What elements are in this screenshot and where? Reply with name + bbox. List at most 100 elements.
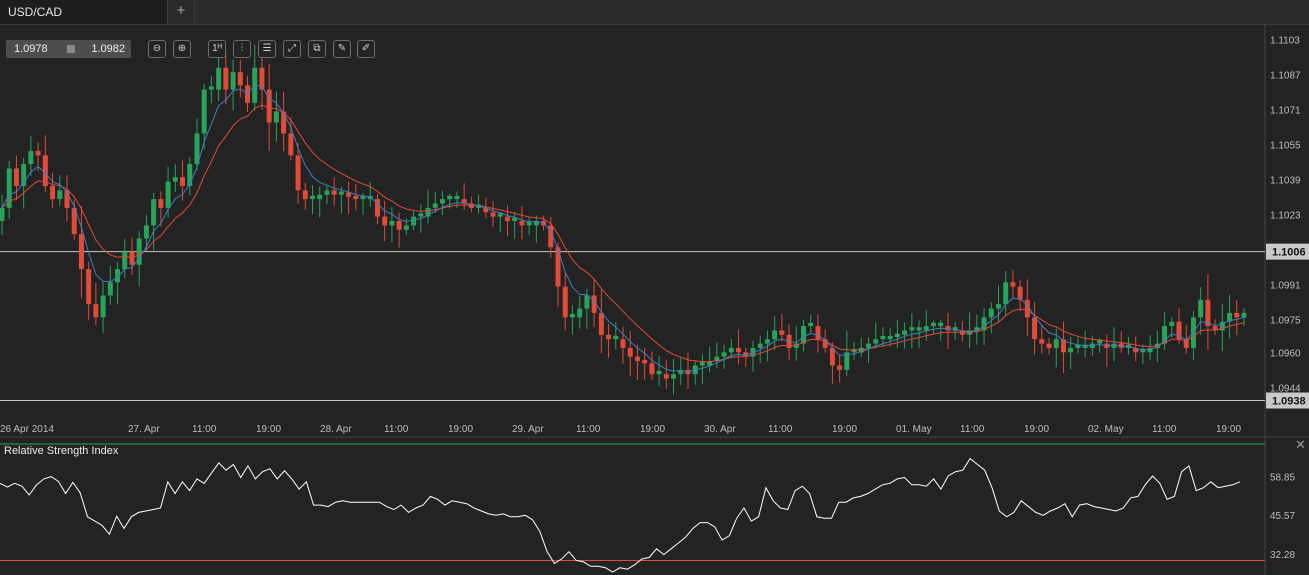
candle[interactable] bbox=[1032, 301, 1038, 355]
candle[interactable] bbox=[1039, 325, 1045, 354]
candle[interactable] bbox=[346, 181, 352, 215]
candle[interactable] bbox=[1068, 336, 1074, 370]
candle[interactable] bbox=[526, 217, 532, 235]
zoom-out-icon[interactable]: ⊖ bbox=[148, 40, 166, 58]
candle[interactable] bbox=[995, 285, 1001, 322]
candle[interactable] bbox=[1082, 330, 1088, 358]
candle[interactable] bbox=[736, 329, 742, 365]
timeframe-icon[interactable]: 1ᴴ bbox=[208, 40, 226, 58]
candle[interactable] bbox=[743, 347, 749, 367]
candle[interactable] bbox=[230, 59, 236, 111]
candle[interactable] bbox=[389, 206, 395, 243]
candle[interactable] bbox=[129, 237, 135, 276]
candle[interactable] bbox=[844, 330, 850, 377]
candle[interactable] bbox=[772, 316, 778, 350]
candle[interactable] bbox=[396, 212, 402, 248]
candle[interactable] bbox=[858, 337, 864, 358]
candle[interactable] bbox=[988, 302, 994, 334]
candle[interactable] bbox=[519, 206, 525, 240]
candle[interactable] bbox=[728, 338, 734, 358]
candle[interactable] bbox=[107, 265, 113, 305]
candle[interactable] bbox=[1125, 336, 1131, 355]
candle[interactable] bbox=[0, 194, 5, 236]
candle[interactable] bbox=[1010, 269, 1016, 300]
candle[interactable] bbox=[692, 360, 698, 385]
candle[interactable] bbox=[115, 261, 121, 305]
candle[interactable] bbox=[382, 200, 388, 242]
draw-icon[interactable]: ✐ bbox=[357, 40, 375, 58]
candle[interactable] bbox=[266, 64, 272, 151]
candle[interactable] bbox=[533, 215, 539, 243]
candle[interactable] bbox=[1198, 287, 1204, 335]
candle[interactable] bbox=[411, 210, 417, 231]
candle[interactable] bbox=[172, 164, 178, 192]
candle[interactable] bbox=[974, 314, 980, 345]
candle[interactable] bbox=[663, 360, 669, 389]
candle[interactable] bbox=[6, 160, 12, 219]
candle[interactable] bbox=[338, 186, 344, 214]
candle[interactable] bbox=[1017, 280, 1023, 312]
candle[interactable] bbox=[866, 337, 872, 364]
candle[interactable] bbox=[1147, 335, 1153, 360]
candle[interactable] bbox=[281, 91, 287, 152]
candle[interactable] bbox=[894, 319, 900, 349]
candle[interactable] bbox=[909, 313, 915, 349]
candle[interactable] bbox=[591, 278, 597, 327]
candle[interactable] bbox=[873, 322, 879, 349]
candle[interactable] bbox=[1176, 308, 1182, 344]
candle[interactable] bbox=[28, 136, 34, 176]
candle[interactable] bbox=[902, 322, 908, 349]
candle[interactable] bbox=[569, 305, 575, 335]
candle[interactable] bbox=[201, 83, 207, 150]
candle[interactable] bbox=[634, 344, 640, 380]
candle[interactable] bbox=[1140, 344, 1146, 365]
candle[interactable] bbox=[57, 175, 63, 207]
candle[interactable] bbox=[439, 190, 445, 216]
chart-type-icon[interactable]: ⤢ bbox=[283, 40, 301, 58]
candle[interactable] bbox=[100, 282, 106, 334]
candle[interactable] bbox=[829, 342, 835, 385]
add-tab-button[interactable]: + bbox=[168, 0, 195, 24]
candle[interactable] bbox=[476, 194, 482, 214]
candle[interactable] bbox=[295, 142, 301, 204]
candle[interactable] bbox=[837, 354, 843, 383]
candle[interactable] bbox=[699, 354, 705, 384]
candle[interactable] bbox=[1212, 319, 1218, 335]
candle[interactable] bbox=[1111, 327, 1117, 362]
candle[interactable] bbox=[945, 313, 951, 349]
candle[interactable] bbox=[562, 271, 568, 331]
candle[interactable] bbox=[1060, 321, 1066, 374]
candle[interactable] bbox=[851, 342, 857, 360]
candle[interactable] bbox=[916, 320, 922, 349]
candle[interactable] bbox=[627, 330, 633, 376]
candle[interactable] bbox=[331, 177, 337, 206]
candle[interactable] bbox=[13, 155, 19, 201]
candle[interactable] bbox=[86, 261, 92, 320]
candle[interactable] bbox=[1003, 270, 1009, 316]
candle[interactable] bbox=[223, 54, 229, 105]
candle[interactable] bbox=[194, 118, 200, 171]
tab-usdcad[interactable]: USD/CAD bbox=[0, 0, 168, 24]
candle[interactable] bbox=[606, 323, 612, 358]
close-icon[interactable]: ✕ bbox=[1295, 437, 1306, 452]
candle[interactable] bbox=[158, 190, 164, 227]
candle[interactable] bbox=[656, 355, 662, 387]
candle[interactable] bbox=[122, 238, 128, 279]
candle[interactable] bbox=[50, 172, 56, 208]
candle[interactable] bbox=[793, 326, 799, 361]
candle[interactable] bbox=[187, 156, 193, 196]
candle[interactable] bbox=[721, 345, 727, 369]
candle[interactable] bbox=[555, 242, 561, 308]
candle[interactable] bbox=[887, 327, 893, 347]
candle[interactable] bbox=[512, 211, 518, 239]
candle[interactable] bbox=[598, 289, 604, 354]
candle[interactable] bbox=[931, 320, 936, 334]
candle[interactable] bbox=[360, 192, 366, 215]
zoom-in-icon[interactable]: ⊕ bbox=[173, 40, 191, 58]
candle[interactable] bbox=[497, 212, 503, 232]
candle[interactable] bbox=[801, 320, 807, 352]
templates-icon[interactable]: ⧉ bbox=[308, 40, 326, 58]
candle[interactable] bbox=[78, 205, 84, 299]
candle[interactable] bbox=[1075, 337, 1081, 354]
